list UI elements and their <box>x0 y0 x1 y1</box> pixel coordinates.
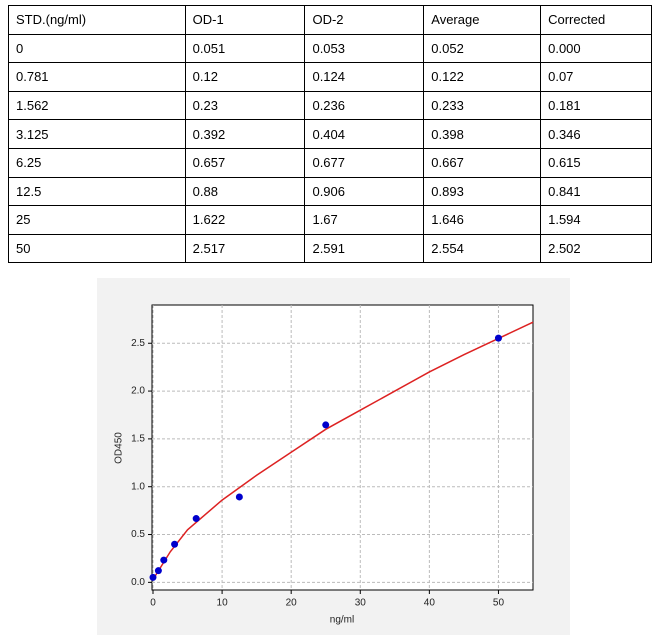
cell: 0.404 <box>304 119 425 149</box>
row: 25 1.622 1.67 1.646 1.594 <box>8 205 652 235</box>
cell: 25 <box>8 205 186 235</box>
data-point <box>149 573 157 581</box>
data-point <box>235 493 243 501</box>
cell: 1.646 <box>423 205 542 235</box>
cell: 2.591 <box>304 233 425 264</box>
cell: 0.122 <box>423 62 542 92</box>
x-tick-label: 30 <box>355 598 367 609</box>
cell: 1.67 <box>304 205 425 235</box>
x-tick-label: 40 <box>424 598 436 609</box>
x-tick-label: 20 <box>286 598 298 609</box>
cell: 0.667 <box>423 147 542 178</box>
cell: 6.25 <box>8 147 186 178</box>
row: 3.125 0.392 0.404 0.398 0.346 <box>8 119 652 149</box>
x-tick-label: 10 <box>217 598 229 609</box>
cell: 2.502 <box>540 233 652 264</box>
cell: 1.594 <box>540 205 652 235</box>
cell: 0.781 <box>8 62 186 92</box>
cell: 0.053 <box>304 33 425 64</box>
plot-area <box>151 304 534 591</box>
row: 12.5 0.88 0.906 0.893 0.841 <box>8 176 652 207</box>
cell: 0.615 <box>540 147 652 178</box>
data-table: STD.(ng/ml) OD-1 OD-2 Average Corrected 0 0.05… <box>8 5 652 264</box>
cell: 0.124 <box>304 62 425 92</box>
cell: 3.125 <box>8 119 186 149</box>
y-tick-label: 0.5 <box>131 529 145 540</box>
y-tick-label: 2.0 <box>131 386 145 397</box>
header-row: STD.(ng/ml) OD-1 OD-2 Average Corrected <box>8 5 652 35</box>
row: 50 2.517 2.591 2.554 2.502 <box>8 233 652 264</box>
cell: 0.398 <box>423 119 542 149</box>
fit-curve <box>153 322 533 579</box>
data-point <box>192 515 200 523</box>
cell: 0.07 <box>540 62 652 92</box>
cell: 0.052 <box>423 33 542 64</box>
cell: 0.677 <box>304 147 425 178</box>
cell: 0.841 <box>540 176 652 207</box>
y-tick-label: 0.0 <box>131 577 145 588</box>
data-point <box>154 567 162 575</box>
header-cell: Average <box>423 5 542 35</box>
cell: 0.12 <box>184 62 306 92</box>
cell: 2.554 <box>423 233 542 264</box>
cell: 0.23 <box>184 90 306 121</box>
cell: 0.051 <box>184 33 306 64</box>
x-axis-label: ng/ml <box>330 615 354 626</box>
data-point <box>171 540 179 548</box>
row: 0 0.051 0.053 0.052 0.000 <box>8 33 652 64</box>
chart: ng/ml OD450 0 10 20 30 40 50 0.0 0.5 1.0 1.5 2.0 2.… <box>97 278 570 635</box>
cell: 0.236 <box>304 90 425 121</box>
header-cell: Corrected <box>540 5 652 35</box>
data-point <box>160 556 168 564</box>
cell: 0.392 <box>184 119 306 149</box>
header-cell: STD.(ng/ml) <box>8 5 186 35</box>
y-tick-label: 1.0 <box>131 481 145 492</box>
cell: 0.000 <box>540 33 652 64</box>
x-tick-label: 50 <box>493 598 505 609</box>
cell: 0 <box>8 33 186 64</box>
cell: 2.517 <box>184 233 306 264</box>
cell: 1.622 <box>184 205 306 235</box>
cell: 0.657 <box>184 147 306 178</box>
cell: 0.181 <box>540 90 652 121</box>
y-axis-label: OD450 <box>114 432 125 464</box>
cell: 0.233 <box>423 90 542 121</box>
cell: 1.562 <box>8 90 186 121</box>
row: 0.781 0.12 0.124 0.122 0.07 <box>8 62 652 92</box>
cell: 0.346 <box>540 119 652 149</box>
data-point <box>494 334 502 342</box>
cell: 12.5 <box>8 176 186 207</box>
data-point <box>322 421 330 429</box>
x-tick-label: 0 <box>150 598 156 609</box>
y-tick-label: 2.5 <box>131 338 145 349</box>
row: 1.562 0.23 0.236 0.233 0.181 <box>8 90 652 121</box>
cell: 0.88 <box>184 176 306 207</box>
cell: 0.893 <box>423 176 542 207</box>
row: 6.25 0.657 0.677 0.667 0.615 <box>8 147 652 178</box>
y-tick-label: 1.5 <box>131 434 145 445</box>
cell: 0.906 <box>304 176 425 207</box>
header-cell: OD-1 <box>184 5 306 35</box>
header-cell: OD-2 <box>304 5 425 35</box>
cell: 50 <box>8 233 186 264</box>
